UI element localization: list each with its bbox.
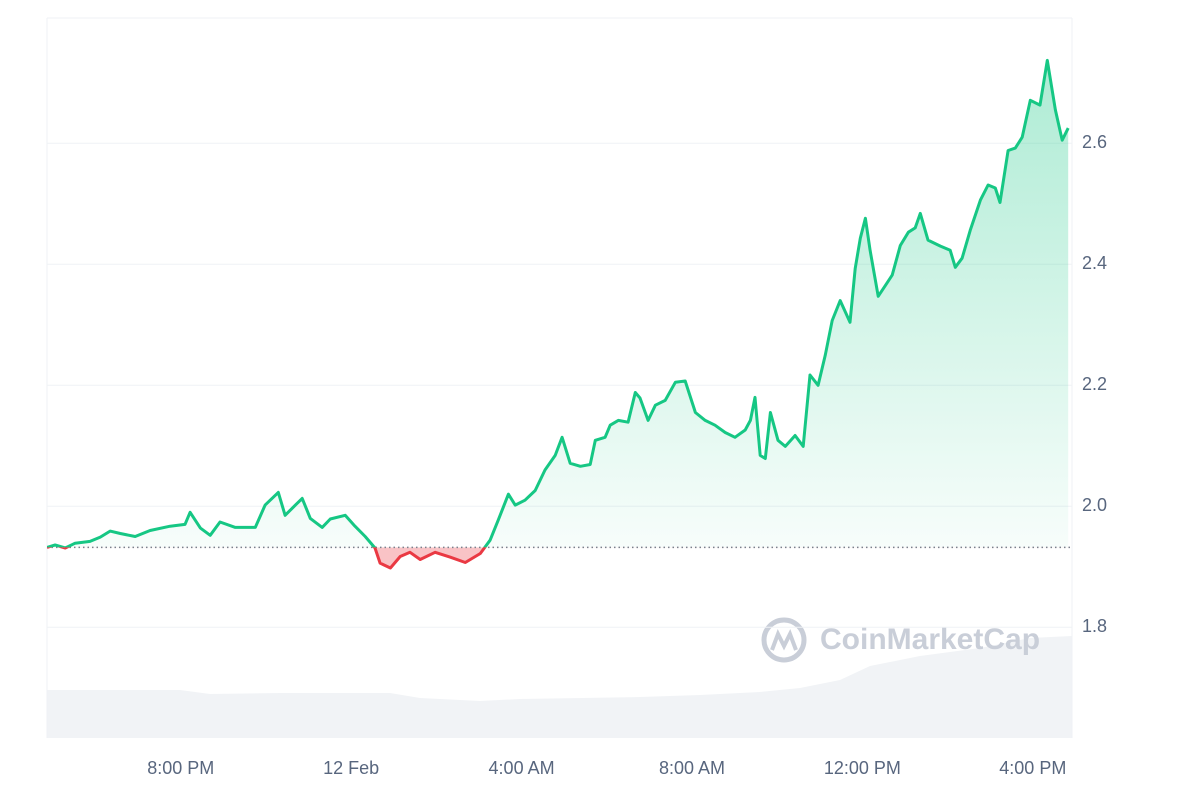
axes: 1.8 2.0 2.2 2.4 2.6 8:00 PM 12 Feb 4:00 AM 8:00 … bbox=[147, 132, 1107, 778]
area-up bbox=[47, 60, 1069, 548]
plot bbox=[47, 58, 1072, 570]
y-tick-label: 2.4 bbox=[1082, 253, 1107, 273]
price-line-up bbox=[47, 58, 1070, 548]
x-tick-label: 12:00 PM bbox=[824, 758, 901, 778]
y-tick-label: 2.2 bbox=[1082, 374, 1107, 394]
y-tick-label: 2.0 bbox=[1082, 495, 1107, 515]
y-tick-label: 1.8 bbox=[1082, 616, 1107, 636]
volume-area bbox=[47, 636, 1072, 738]
x-tick-label: 8:00 PM bbox=[147, 758, 214, 778]
x-tick-label: 8:00 AM bbox=[659, 758, 725, 778]
watermark-text: CoinMarketCap bbox=[820, 623, 1040, 656]
x-tick-label: 4:00 PM bbox=[999, 758, 1066, 778]
watermark: CoinMarketCap bbox=[761, 617, 1040, 663]
x-tick-label: 4:00 AM bbox=[489, 758, 555, 778]
watermark-logo bbox=[761, 617, 807, 663]
y-tick-label: 2.6 bbox=[1082, 132, 1107, 152]
x-tick-label: 12 Feb bbox=[323, 758, 379, 778]
watermark-logo bbox=[770, 629, 798, 651]
